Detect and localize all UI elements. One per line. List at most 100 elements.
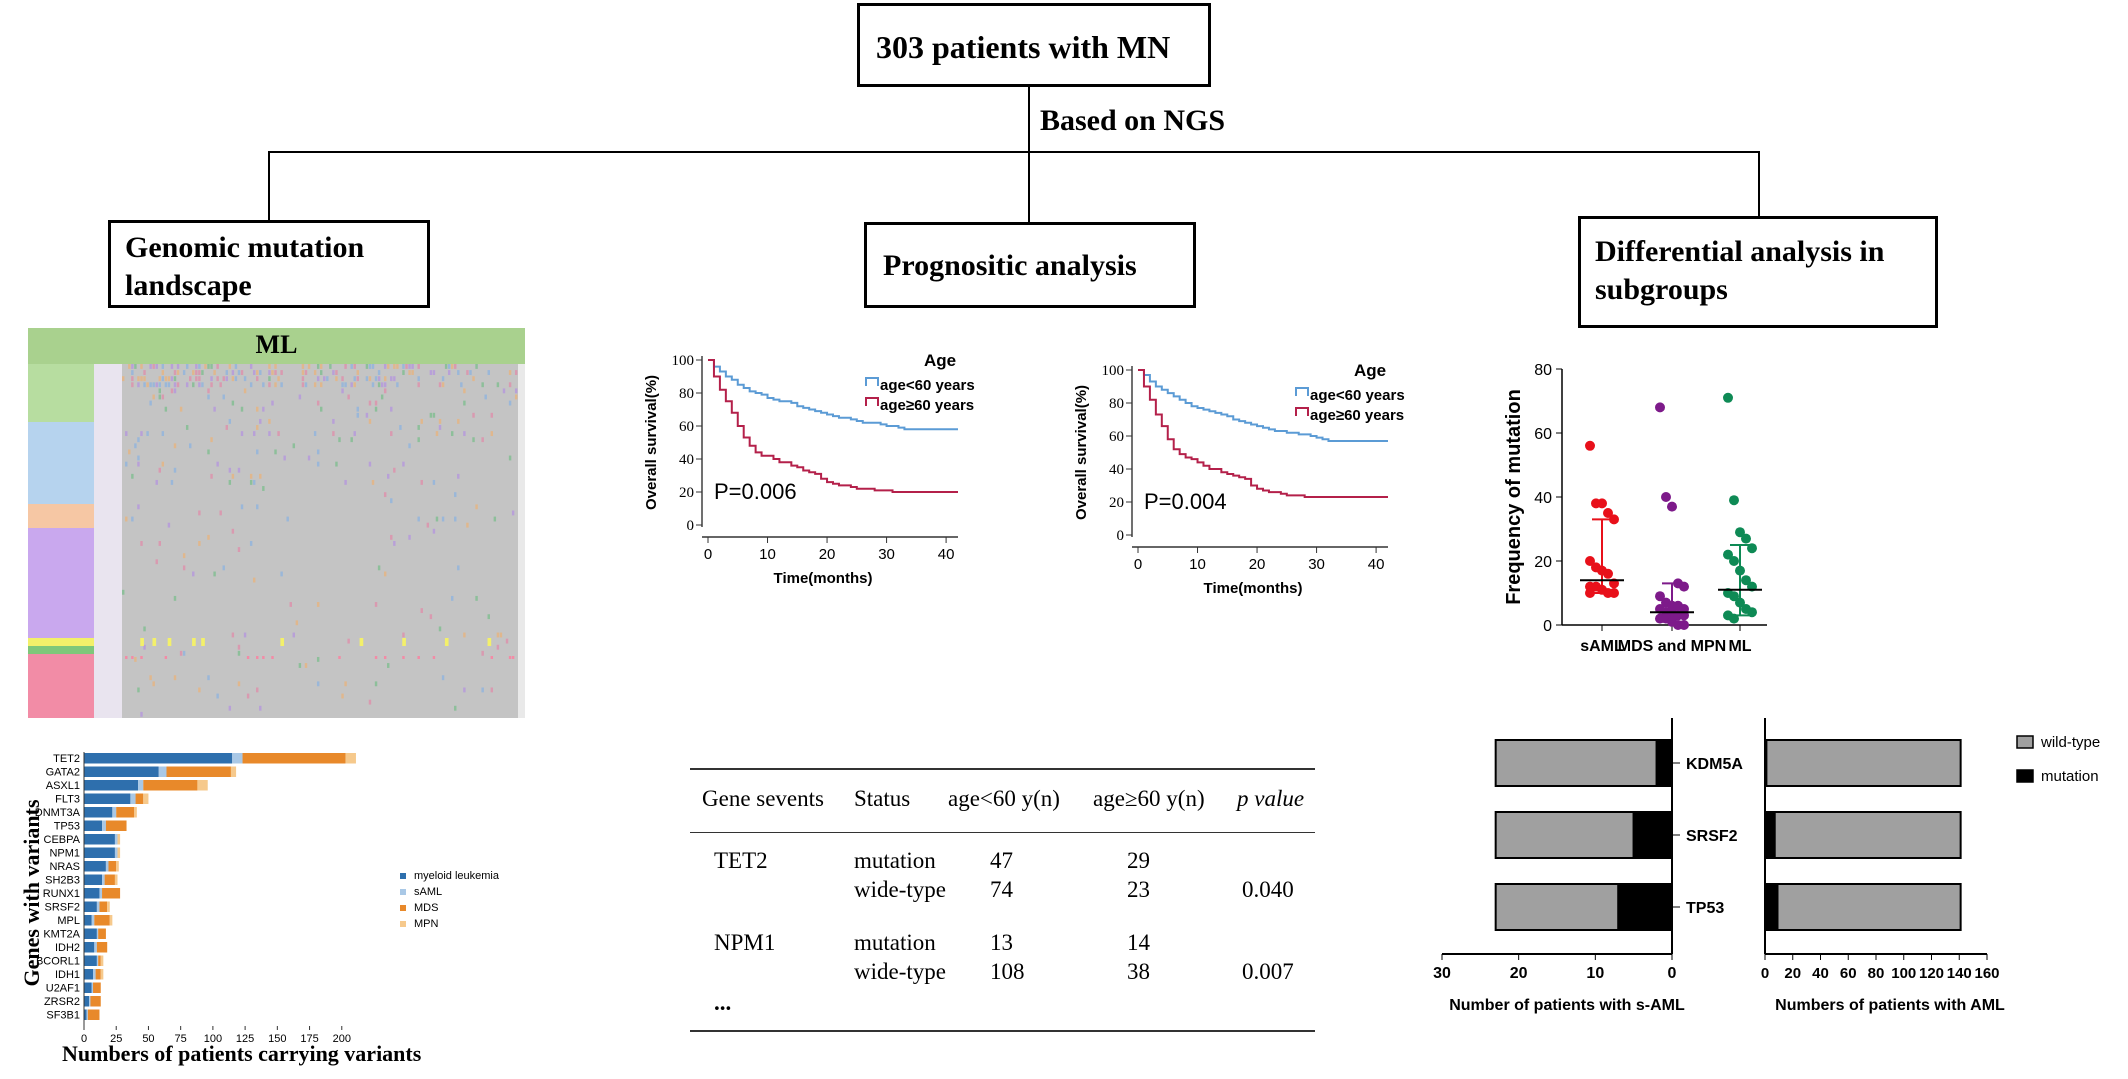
oncoprint-panel: ML	[28, 328, 525, 718]
gene-bar-segment	[84, 793, 131, 804]
oncoprint-cell	[432, 479, 436, 485]
oncoprint-tp53-cell	[140, 638, 144, 646]
oncoprint-cell	[320, 364, 323, 369]
row2-gene: NPM1	[714, 930, 776, 955]
oncoprint-cell	[237, 547, 241, 552]
oncoprint-cell	[210, 376, 213, 382]
km-x-tick-label: 20	[1249, 556, 1266, 573]
oncoprint-cell	[490, 687, 494, 693]
oncoprint-other-cell	[374, 656, 378, 659]
scatter-point	[1603, 568, 1613, 579]
oncoprint-cell	[158, 541, 161, 546]
oncoprint-cell	[320, 382, 323, 388]
oncoprint-cell	[134, 443, 137, 449]
oncoprint-cell	[420, 479, 423, 485]
oncoprint-cell	[481, 437, 484, 443]
scatter-point	[1585, 440, 1595, 451]
oncoprint-cell	[383, 571, 387, 577]
oncoprint-cell	[332, 418, 335, 424]
oncoprint-bg	[122, 364, 518, 718]
gene-bar-segment	[102, 820, 106, 831]
oncoprint-cell	[344, 364, 347, 369]
oncoprint-cell	[417, 425, 420, 430]
oncoprint-cell	[496, 632, 500, 638]
oncoprint-cell	[161, 376, 165, 382]
gene-bar-segment	[114, 847, 118, 858]
aml-x-tick-label: 60	[1840, 965, 1857, 982]
gene-label: FLT3	[55, 794, 80, 806]
oncoprint-cell	[182, 370, 186, 375]
oncoprint-cell	[475, 595, 478, 601]
oncoprint-cell	[457, 370, 460, 375]
oncoprint-cell	[341, 693, 344, 699]
saml-bar-chart: KDM5A SRSF2 TP53 0 10 20 30 Number of patients …	[1433, 718, 1743, 1014]
oncoprint-cell	[298, 394, 302, 400]
oncoprint-cell	[514, 388, 518, 394]
oncoprint-cell	[252, 479, 256, 485]
oncoprint-cell	[176, 364, 180, 369]
gene-bar-segment	[100, 969, 104, 980]
oncoprint-cell	[341, 382, 344, 388]
oncoprint-cell	[237, 467, 241, 473]
oncoprint-cell	[189, 443, 192, 449]
km-x-tick-label: 30	[878, 546, 895, 563]
gene-label: DNMT3A	[35, 807, 81, 819]
gene-bar-segment	[99, 901, 108, 912]
oncoprint-cell	[432, 528, 436, 534]
oncoprint-cell	[481, 382, 484, 388]
gene-label: IDH2	[55, 942, 80, 954]
table-header-rule	[690, 832, 1315, 833]
oncoprint-cell	[256, 449, 259, 455]
oncoprint-cell	[198, 687, 201, 693]
oncoprint-cell	[353, 364, 356, 369]
oncoprint-cell	[146, 431, 149, 437]
gene-x-tick-label: 0	[81, 1033, 87, 1045]
gene-bar-segment	[84, 915, 92, 926]
scatter-y-tick-label: 60	[1534, 426, 1552, 443]
oncoprint-cell	[374, 376, 378, 382]
oncoprint-cell	[472, 437, 475, 443]
gene-bar-segment	[84, 861, 106, 872]
oncoprint-tp53-cell	[444, 638, 449, 646]
gene-bar-segment	[135, 793, 144, 804]
gene-chart-xlabel: Numbers of patients carrying variants	[62, 1041, 422, 1066]
oncoprint-cell	[316, 364, 320, 369]
oncoprint-cell	[316, 656, 320, 662]
oncoprint-cell	[277, 376, 280, 382]
oncoprint-cell	[417, 376, 420, 382]
gene-bar-segment	[166, 766, 231, 777]
oncoprint-cell	[198, 370, 201, 375]
saml-cat-label: KDM5A	[1686, 756, 1743, 773]
oncoprint-cell	[368, 364, 372, 369]
oncoprint-cell	[137, 455, 140, 461]
oncoprint-tp53-cell	[359, 638, 364, 646]
gene-label: U2AF1	[46, 983, 80, 995]
gene-label: NPM1	[49, 848, 80, 860]
gene-bar-segment	[345, 753, 356, 764]
oncoprint-cell	[216, 693, 219, 699]
oncoprint-cell	[377, 382, 381, 388]
oncoprint-cell	[155, 382, 158, 388]
oncoprint-cell	[228, 705, 232, 711]
oncoprint-cell	[323, 376, 326, 382]
km-y-tick-label: 20	[679, 485, 694, 501]
row1-p: 0.040	[1242, 877, 1294, 902]
oncoprint-cell	[222, 376, 225, 382]
oncoprint-cell	[374, 406, 378, 412]
oncoprint-other-cell	[246, 656, 250, 659]
oncoprint-cell	[402, 632, 405, 638]
oncoprint-cell	[508, 370, 512, 375]
gene-bar-segment	[84, 807, 113, 818]
branch-prognostic-box: Prognositic analysis	[864, 222, 1196, 308]
based-on-label: Based on NGS	[1040, 104, 1226, 137]
oncoprint-cell	[481, 650, 484, 656]
oncoprint-cell	[454, 492, 457, 498]
oncoprint-other-cell	[338, 656, 341, 659]
oncoprint-cell	[371, 382, 375, 388]
oncoprint-cell	[213, 571, 216, 577]
oncoprint-cell	[167, 382, 171, 388]
saml-x-label: Number of patients with s-AML	[1449, 997, 1685, 1014]
legend-mpn: MPN	[400, 916, 499, 932]
gene-bar-segment	[107, 901, 110, 912]
connector-left-vertical	[268, 151, 270, 224]
